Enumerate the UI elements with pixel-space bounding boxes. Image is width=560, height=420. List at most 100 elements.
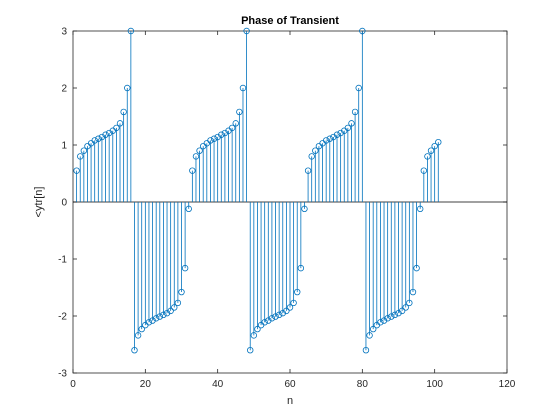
stem-marker	[185, 205, 192, 213]
stem-marker	[207, 137, 214, 144]
stem-marker	[80, 147, 88, 154]
stem-marker	[420, 167, 428, 174]
stem-marker	[120, 108, 127, 116]
stem-marker	[152, 315, 160, 322]
stem-marker	[91, 137, 98, 144]
stem-marker	[149, 317, 156, 324]
stem-marker	[435, 138, 442, 146]
stem-marker	[304, 167, 312, 174]
stem-marker	[388, 313, 395, 320]
stem-marker	[192, 153, 200, 160]
y-tick-label: 1	[61, 141, 67, 152]
stem-marker	[348, 120, 355, 127]
stem-marker	[232, 120, 239, 127]
stem-marker	[189, 167, 196, 174]
stem-marker	[102, 131, 109, 138]
x-tick-label: 40	[212, 379, 224, 390]
stem-marker	[330, 133, 337, 141]
stem-marker	[98, 133, 106, 141]
stem-marker	[145, 319, 153, 326]
stem-marker	[301, 205, 308, 213]
stem-marker	[239, 84, 247, 92]
stem-marker	[236, 108, 243, 116]
stem-marker	[279, 309, 286, 317]
stem-marker	[290, 299, 297, 307]
stem-marker	[395, 309, 402, 317]
x-axis-label: n	[287, 395, 293, 407]
stem-marker	[250, 332, 258, 339]
stem-marker	[275, 311, 283, 319]
stem-marker	[196, 147, 203, 154]
plot-area: 0 20 40 60 80 100 120 -3 -2 -1 0 1 2 3	[58, 27, 516, 391]
stem-marker	[113, 124, 120, 132]
stem-marker	[214, 133, 221, 141]
stem-marker	[417, 205, 424, 213]
stem-marker	[409, 288, 417, 296]
y-tick-label: -2	[58, 312, 67, 323]
stem-marker	[294, 288, 301, 296]
stem-marker	[261, 319, 268, 326]
stem-marker	[297, 264, 305, 272]
stem-marker	[174, 299, 182, 307]
stem-marker	[391, 311, 399, 319]
stem-marker	[243, 27, 250, 35]
stem-marker	[156, 313, 163, 320]
x-tick-label: 20	[140, 379, 152, 390]
y-tick-label: 2	[61, 84, 67, 95]
stem-marker	[221, 129, 229, 137]
y-tick-label: -1	[58, 255, 67, 266]
stem-marker	[312, 147, 319, 154]
x-tick-label: 0	[70, 379, 76, 390]
stem-marker	[268, 315, 276, 322]
stem-marker	[131, 347, 138, 354]
stem-marker	[402, 304, 409, 311]
x-tick-label: 120	[499, 379, 516, 390]
stem-marker	[160, 311, 167, 319]
stem-marker	[413, 264, 420, 272]
stem-marker	[362, 347, 370, 354]
stem-marker	[171, 304, 178, 311]
stem-marker	[366, 332, 373, 339]
stem-marker	[272, 313, 279, 320]
stem-marker	[286, 304, 294, 311]
stem-marker	[218, 131, 225, 138]
stem-marker	[254, 325, 261, 333]
stem-marker	[326, 135, 333, 142]
stem-marker	[95, 135, 102, 142]
stem-marker	[355, 84, 362, 92]
stem-marker	[333, 131, 341, 138]
x-tick-label: 100	[426, 379, 443, 390]
stem-marker	[134, 332, 142, 339]
stem-marker	[181, 264, 189, 272]
stem-marker	[163, 309, 171, 317]
stem-marker	[138, 325, 145, 333]
stem-marker	[116, 120, 124, 127]
stem-marker	[73, 167, 80, 174]
stem-marker	[351, 108, 359, 116]
stem-marker	[377, 319, 384, 326]
stem-marker	[124, 84, 131, 92]
x-tick-label: 60	[284, 379, 296, 390]
stem-marker	[210, 135, 218, 142]
stem-marker	[359, 27, 366, 35]
stem-marker	[167, 307, 174, 315]
stem-marker	[228, 124, 236, 132]
stem-marker	[424, 153, 431, 160]
stem-marker	[283, 307, 290, 315]
x-tick-label: 80	[357, 379, 369, 390]
stem-marker	[337, 129, 344, 137]
stem-marker	[178, 288, 185, 296]
stem-marker	[431, 142, 438, 150]
stem-marker	[398, 307, 406, 315]
stem-marker	[406, 299, 413, 307]
stem-marker	[322, 137, 330, 144]
stem-marker	[127, 27, 135, 35]
stem-marker	[265, 317, 272, 324]
stem-marker	[384, 315, 391, 322]
stem-marker	[308, 153, 315, 160]
y-tick-label: 0	[61, 198, 67, 209]
stem-marker	[247, 347, 254, 354]
y-axis-label: <ytr[n]	[33, 187, 45, 218]
y-tick-label: -3	[58, 369, 67, 380]
